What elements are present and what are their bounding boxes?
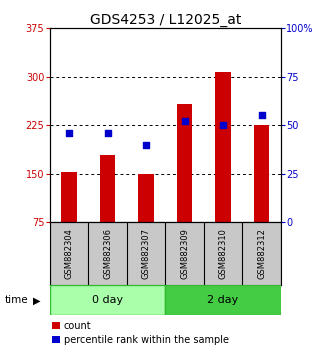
Bar <box>254 125 269 222</box>
Point <box>259 113 264 118</box>
Bar <box>50 285 165 315</box>
Bar <box>61 172 77 222</box>
Bar <box>177 104 192 222</box>
Text: GSM882309: GSM882309 <box>180 228 189 279</box>
Point <box>143 142 149 147</box>
Text: GSM882306: GSM882306 <box>103 228 112 279</box>
Bar <box>100 155 115 222</box>
Point <box>105 130 110 136</box>
Bar <box>165 285 281 315</box>
Text: GSM882304: GSM882304 <box>65 228 74 279</box>
Point <box>221 122 226 128</box>
Text: 0 day: 0 day <box>92 295 123 305</box>
Bar <box>138 173 154 222</box>
Bar <box>215 72 231 222</box>
Point <box>182 119 187 124</box>
Text: ▶: ▶ <box>33 295 41 305</box>
Text: 2 day: 2 day <box>207 295 239 305</box>
Text: GSM882310: GSM882310 <box>219 228 228 279</box>
Point <box>66 130 72 136</box>
Title: GDS4253 / L12025_at: GDS4253 / L12025_at <box>90 13 241 27</box>
Legend: count, percentile rank within the sample: count, percentile rank within the sample <box>52 321 229 345</box>
Text: GSM882312: GSM882312 <box>257 228 266 279</box>
Text: time: time <box>5 295 29 305</box>
Text: GSM882307: GSM882307 <box>142 228 151 279</box>
